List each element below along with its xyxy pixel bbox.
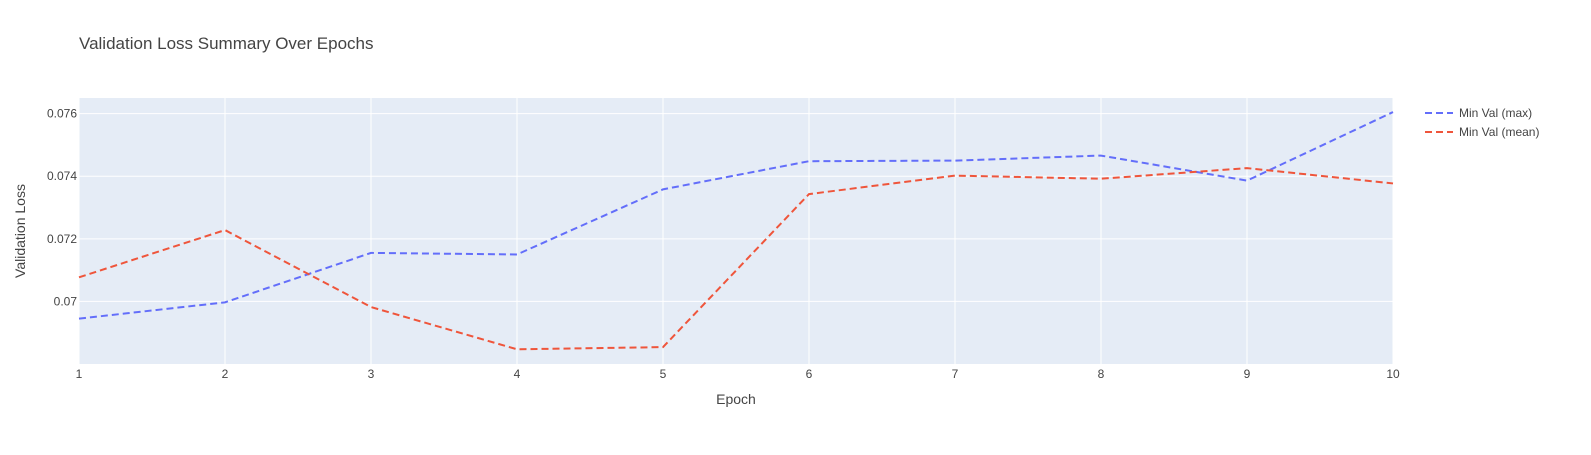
y-tick-label: 0.072 [47, 232, 77, 246]
legend-label[interactable]: Min Val (mean) [1459, 125, 1539, 139]
x-tick-label: 5 [660, 367, 667, 381]
x-tick-label: 10 [1386, 367, 1400, 381]
x-tick-label: 3 [368, 367, 375, 381]
x-tick-label: 9 [1244, 367, 1251, 381]
y-tick-label: 0.074 [47, 169, 77, 183]
x-tick-label: 4 [514, 367, 521, 381]
tick-labels: 1 2 3 4 5 6 7 8 9 10 0.07 0.072 0.074 0.076 [47, 107, 1400, 381]
x-tick-label: 2 [222, 367, 229, 381]
y-tick-label: 0.07 [54, 294, 78, 308]
x-tick-label: 6 [806, 367, 813, 381]
y-tick-label: 0.076 [47, 107, 77, 121]
legend-label[interactable]: Min Val (max) [1459, 106, 1532, 120]
x-tick-label: 8 [1098, 367, 1105, 381]
x-axis-title: Epoch [716, 391, 756, 407]
y-axis-title: Validation Loss [12, 184, 28, 278]
x-tick-label: 1 [76, 367, 83, 381]
plot-background [79, 98, 1393, 364]
legend: Min Val (max) Min Val (mean) [1425, 106, 1539, 139]
chart-title: Validation Loss Summary Over Epochs [79, 34, 373, 53]
series-lines [78, 111, 1394, 351]
x-tick-label: 7 [952, 367, 959, 381]
series-line-1 [78, 111, 1394, 320]
series-line-2 [78, 167, 1394, 351]
grid-lines [78, 98, 1394, 364]
